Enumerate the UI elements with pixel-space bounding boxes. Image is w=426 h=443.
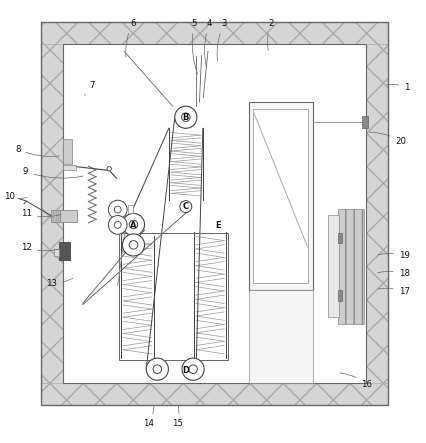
Bar: [59, 242, 69, 260]
Circle shape: [108, 200, 127, 219]
Text: 17: 17: [377, 287, 409, 296]
Bar: [253, 109, 308, 283]
Bar: [59, 210, 77, 222]
Text: 9: 9: [23, 167, 83, 178]
Bar: [63, 44, 365, 383]
Text: 12: 12: [21, 243, 61, 253]
Text: 13: 13: [46, 278, 72, 288]
Bar: [63, 165, 76, 171]
Text: 1: 1: [386, 83, 409, 92]
Bar: [337, 290, 341, 301]
Bar: [327, 215, 339, 317]
Bar: [41, 22, 387, 44]
Text: 18: 18: [377, 269, 409, 278]
Circle shape: [108, 216, 127, 234]
Bar: [41, 44, 63, 383]
Text: 15: 15: [171, 405, 182, 428]
Bar: [337, 233, 341, 243]
Bar: [63, 139, 72, 164]
Bar: [119, 233, 228, 360]
Circle shape: [181, 113, 190, 121]
Circle shape: [129, 241, 138, 249]
Circle shape: [122, 214, 144, 236]
Text: 11: 11: [21, 210, 61, 218]
Circle shape: [188, 365, 197, 373]
Bar: [337, 209, 363, 324]
Circle shape: [114, 222, 121, 228]
Circle shape: [122, 234, 144, 256]
Text: 16: 16: [339, 373, 371, 389]
Text: 4: 4: [204, 19, 211, 68]
Circle shape: [153, 365, 161, 373]
Text: 6: 6: [126, 19, 135, 57]
Bar: [51, 210, 60, 222]
Bar: [248, 290, 312, 383]
Bar: [41, 22, 387, 405]
Text: A: A: [130, 221, 136, 230]
Circle shape: [181, 358, 204, 380]
Text: 14: 14: [143, 405, 154, 428]
Text: 10: 10: [4, 192, 27, 201]
Circle shape: [179, 201, 191, 213]
Text: E: E: [214, 221, 220, 230]
Text: 20: 20: [368, 132, 405, 146]
Text: 8: 8: [15, 145, 60, 156]
Circle shape: [129, 220, 138, 229]
Bar: [41, 383, 387, 405]
Circle shape: [146, 358, 168, 380]
Text: 3: 3: [216, 19, 226, 61]
Text: 2: 2: [267, 19, 273, 51]
Bar: [365, 44, 387, 383]
Bar: [127, 205, 132, 213]
Bar: [54, 249, 59, 256]
Text: C: C: [182, 202, 188, 211]
Bar: [248, 102, 312, 290]
Text: 19: 19: [377, 251, 409, 260]
Circle shape: [114, 206, 121, 213]
Text: B: B: [182, 113, 189, 122]
Bar: [361, 116, 367, 128]
Circle shape: [174, 106, 196, 128]
Text: 5: 5: [191, 19, 197, 74]
Circle shape: [107, 167, 111, 171]
Text: 7: 7: [84, 81, 95, 95]
Text: D: D: [182, 366, 189, 375]
